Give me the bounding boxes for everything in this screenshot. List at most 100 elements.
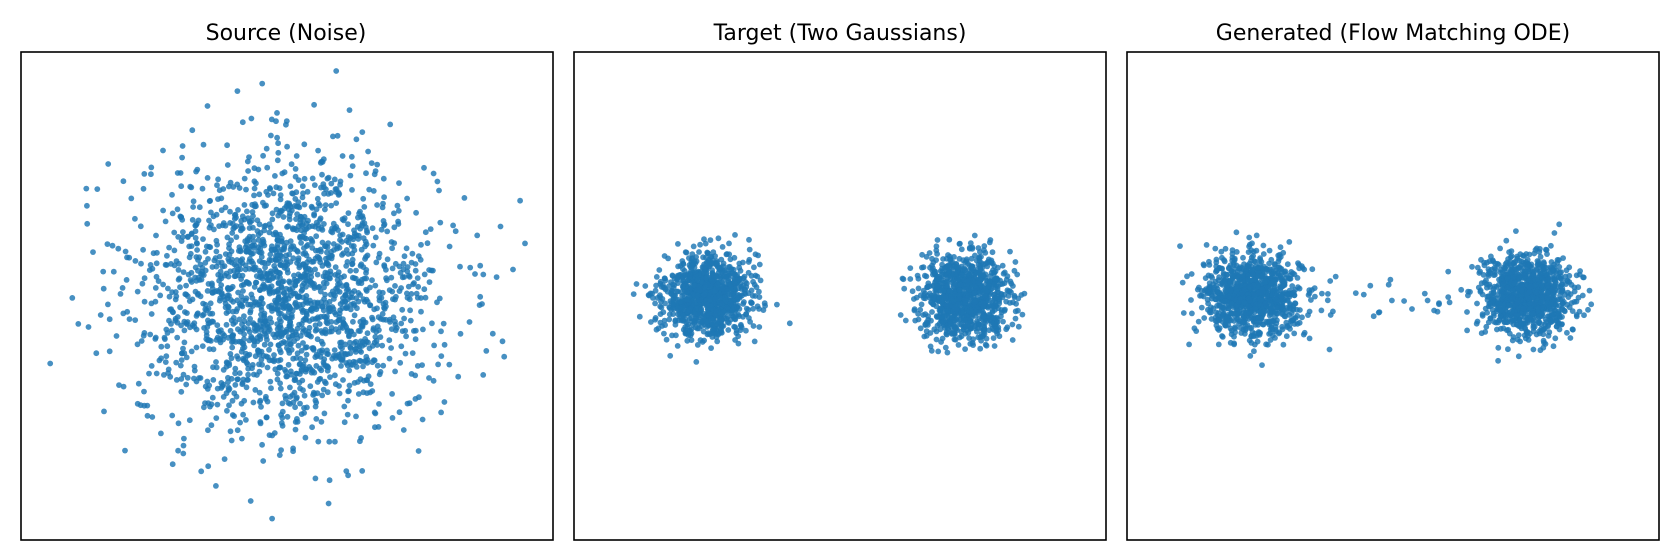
scatter-point: [191, 323, 198, 330]
scatter-point: [268, 385, 274, 392]
scatter-point: [667, 352, 674, 359]
scatter-point: [962, 297, 968, 303]
scatter-point: [312, 354, 319, 360]
scatter-point: [280, 214, 287, 220]
scatter-point: [980, 313, 987, 320]
scatter-point: [1214, 288, 1221, 295]
scatter-point: [246, 225, 253, 232]
scatter-point: [934, 283, 941, 290]
scatter-point: [190, 198, 197, 205]
scatter-point: [680, 312, 687, 319]
scatter-point: [239, 380, 246, 386]
scatter-point: [230, 184, 237, 190]
scatter-point: [710, 272, 717, 279]
scatter-point: [241, 175, 248, 182]
scatter-point: [368, 160, 375, 167]
scatter-point: [1266, 247, 1273, 254]
scatter-point: [1261, 308, 1268, 314]
scatter-point: [184, 374, 191, 381]
scatter-point: [117, 291, 124, 297]
scatter-point: [181, 339, 188, 346]
scatter-point: [719, 309, 726, 316]
scatter-point: [406, 272, 412, 279]
scatter-point: [285, 223, 291, 230]
scatter-point: [1215, 277, 1222, 284]
scatter-point: [728, 284, 734, 291]
scatter-point: [349, 256, 356, 263]
scatter-point: [332, 264, 339, 271]
scatter-point: [361, 298, 368, 305]
scatter-point: [907, 276, 914, 282]
scatter-point: [175, 267, 182, 273]
scatter-point: [987, 237, 994, 243]
scatter-point: [274, 370, 281, 377]
scatter-point: [726, 240, 732, 247]
scatter-point: [928, 299, 935, 306]
scatter-point: [724, 319, 731, 325]
scatter-point: [292, 426, 299, 433]
scatter-point: [269, 247, 275, 254]
scatter-point: [1272, 299, 1279, 305]
scatter-point: [1296, 261, 1302, 268]
scatter-point: [257, 316, 264, 323]
scatter-point: [967, 240, 974, 247]
scatter-point: [292, 196, 299, 202]
scatter-point: [304, 188, 311, 195]
scatter-point: [177, 170, 184, 176]
scatter-point: [1246, 234, 1253, 241]
scatter-point: [146, 370, 152, 377]
scatter-point: [1195, 318, 1202, 325]
scatter-point: [289, 328, 296, 334]
scatter-point: [229, 344, 236, 351]
scatter-point: [261, 259, 268, 266]
scatter-point: [726, 270, 733, 277]
scatter-point: [694, 276, 701, 283]
scatter-point: [719, 285, 726, 292]
scatter-point: [228, 437, 235, 444]
scatter-point: [282, 303, 289, 310]
scatter-point: [497, 223, 504, 230]
scatter-point: [1278, 293, 1285, 300]
scatter-point: [247, 301, 254, 308]
scatter-point: [686, 307, 693, 314]
scatter-point: [232, 319, 239, 326]
scatter-point: [291, 377, 298, 384]
scatter-point: [160, 281, 167, 288]
scatter-point: [384, 256, 391, 263]
scatter-point: [205, 427, 211, 434]
scatter-point: [1253, 232, 1260, 239]
scatter-point: [282, 392, 289, 399]
scatter-point: [173, 377, 180, 383]
scatter-point: [299, 286, 306, 293]
scatter-point: [1279, 311, 1286, 318]
scatter-point: [277, 196, 284, 203]
scatter-point: [373, 259, 380, 266]
scatter-point: [1312, 293, 1318, 300]
scatter-point: [1253, 247, 1260, 254]
scatter-point: [257, 420, 264, 427]
scatter-point: [211, 226, 217, 233]
scatter-point: [1227, 279, 1234, 286]
scatter-point: [419, 416, 426, 423]
panel-source: Source (Noise): [20, 21, 554, 541]
scatter-point: [197, 261, 204, 268]
scatter-point: [144, 412, 151, 419]
scatter-point: [992, 276, 998, 282]
scatter-point: [668, 288, 675, 295]
scatter-point: [228, 297, 234, 303]
scatter-point: [261, 341, 268, 348]
scatter-point: [899, 275, 906, 282]
scatter-point: [988, 269, 995, 276]
scatter-point: [191, 375, 197, 382]
scatter-point: [956, 287, 963, 294]
scatter-point: [192, 235, 199, 241]
scatter-point: [1287, 302, 1294, 309]
scatter-point: [138, 260, 144, 267]
scatter-point: [986, 278, 993, 285]
scatter-point: [349, 361, 356, 368]
scatter-point: [426, 279, 433, 285]
scatter-point: [347, 267, 354, 274]
scatter-point: [928, 347, 935, 354]
scatter-point: [670, 306, 677, 312]
scatter-point: [196, 254, 203, 261]
